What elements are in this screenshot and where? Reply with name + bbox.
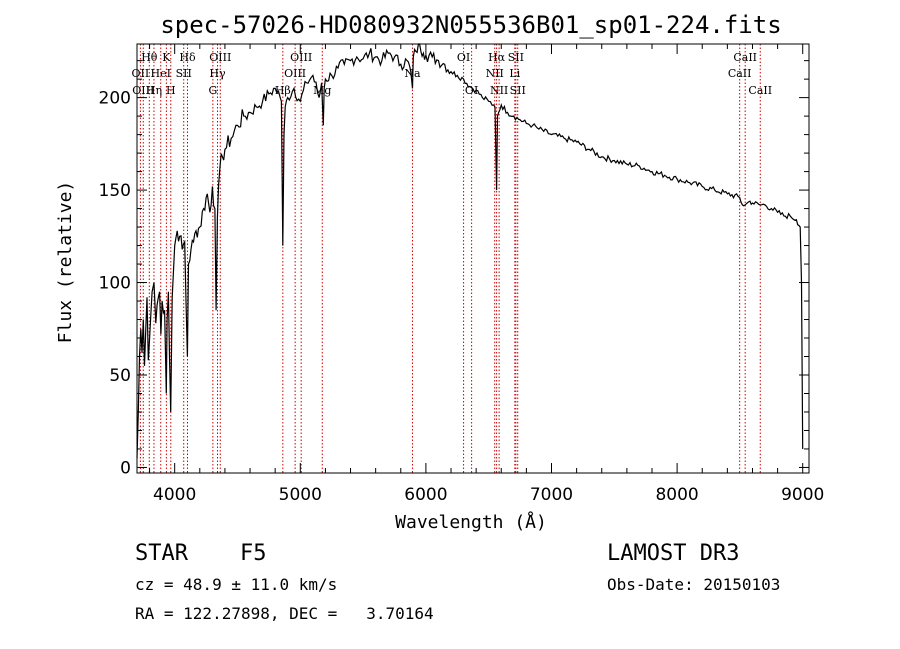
spectral-line-markers bbox=[139, 44, 761, 473]
line-label: G bbox=[208, 84, 217, 97]
line-label: OI bbox=[465, 84, 478, 97]
y-axis-ticks: 0 50 100 150 200 bbox=[99, 60, 809, 478]
line-label: OIII bbox=[132, 84, 154, 97]
line-label: Mg bbox=[313, 84, 331, 97]
spectrum-series-line bbox=[136, 43, 804, 459]
line-label: OIII bbox=[209, 51, 231, 64]
object-class: STAR bbox=[135, 541, 188, 566]
x-tick-label: 7000 bbox=[530, 485, 573, 505]
x-tick-label: 4000 bbox=[153, 485, 196, 505]
x-tick-label: 9000 bbox=[781, 485, 824, 505]
line-label: K bbox=[162, 51, 171, 64]
line-label: Na bbox=[404, 67, 421, 80]
y-tick-label: 50 bbox=[109, 366, 131, 386]
ra-dec-coordinates: RA = 122.27898, DEC = 3.70164 bbox=[135, 604, 434, 623]
line-label: Hγ bbox=[209, 67, 226, 80]
y-tick-label: 150 bbox=[99, 181, 131, 201]
y-tick-label: 0 bbox=[120, 458, 131, 478]
x-tick-label: 5000 bbox=[279, 485, 322, 505]
plot-frame bbox=[136, 43, 810, 474]
observation-date: Obs-Date: 20150103 bbox=[607, 575, 781, 594]
line-label: OI bbox=[457, 51, 470, 64]
y-axis-label: Flux (relative) bbox=[55, 181, 76, 344]
chart-title: spec-57026-HD080932N055536B01_sp01-224.f… bbox=[160, 11, 781, 39]
redshift-cz: cz = 48.9 ± 11.0 km/s bbox=[135, 575, 338, 594]
line-label: NII bbox=[490, 84, 508, 97]
line-label: OIII bbox=[290, 51, 312, 64]
line-label: CaII bbox=[733, 51, 757, 64]
line-label: NII bbox=[486, 67, 504, 80]
survey-name: LAMOST DR3 bbox=[607, 541, 740, 566]
line-label: H bbox=[166, 84, 176, 97]
line-label: Hθ bbox=[141, 51, 158, 64]
line-label: Hα bbox=[488, 51, 506, 64]
line-label: Hη bbox=[146, 84, 162, 97]
x-axis-label: Wavelength (Å) bbox=[395, 511, 547, 533]
line-label: SII bbox=[508, 51, 524, 64]
line-label: OII bbox=[132, 67, 150, 80]
line-label: Hδ bbox=[179, 51, 196, 64]
y-tick-label: 100 bbox=[99, 274, 131, 294]
y-tick-label: 200 bbox=[99, 89, 131, 109]
x-tick-label: 6000 bbox=[404, 485, 447, 505]
line-label: OIII bbox=[284, 67, 306, 80]
line-label: CaII bbox=[748, 84, 772, 97]
line-label: Hβ bbox=[275, 84, 291, 97]
line-label: Li bbox=[509, 67, 520, 80]
spectral-line-labels: Hθ OII OIII K H HeI Hη Hδ SII OIII Hγ G OIII OIII Hβ Mg… bbox=[132, 51, 773, 97]
line-label: CaII bbox=[728, 67, 752, 80]
x-tick-label: 8000 bbox=[655, 485, 698, 505]
object-subclass: F5 bbox=[240, 541, 267, 566]
line-label: SII bbox=[176, 67, 192, 80]
line-label: SII bbox=[510, 84, 526, 97]
x-axis-ticks: 4000 5000 6000 7000 8000 9000 bbox=[149, 44, 824, 505]
line-label: HeI bbox=[151, 67, 171, 80]
